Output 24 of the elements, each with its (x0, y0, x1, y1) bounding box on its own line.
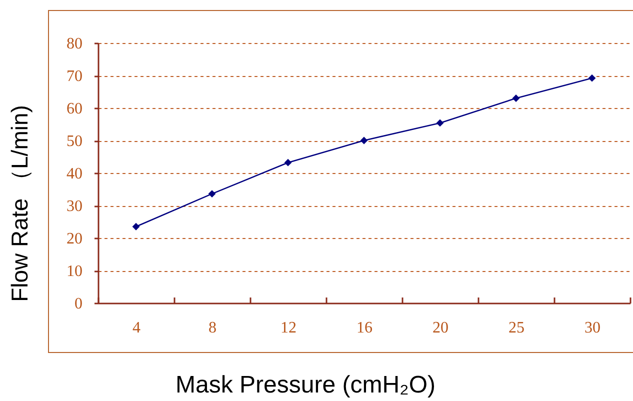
x-tick-label: 25 (508, 320, 524, 336)
x-tick-label: 20 (432, 320, 448, 336)
y-tick-label: 10 (66, 263, 82, 280)
point (436, 119, 444, 127)
y-tick-label: 20 (66, 230, 82, 248)
y-tick-label: 70 (66, 68, 82, 85)
point (360, 136, 368, 144)
x-tick-label: 12 (280, 320, 296, 336)
y-tick-label: 80 (66, 36, 82, 52)
x-tick-label: 4 (132, 320, 140, 336)
y-tick-label: 60 (66, 100, 82, 118)
point (588, 74, 596, 82)
y-tick-label: 0 (74, 296, 82, 312)
y-tick-label: 50 (66, 133, 82, 150)
y-tick-label: 30 (66, 198, 82, 215)
point (132, 222, 140, 230)
y-axis-title: Flow Rate （L/min) (6, 105, 32, 302)
x-tick-label: 30 (584, 320, 600, 336)
point (208, 190, 216, 198)
x-tick-label: 8 (208, 320, 216, 336)
x-axis-title: Mask Pressure (cmH₂O) (175, 372, 436, 398)
y-tick-label: 40 (66, 166, 82, 182)
point (284, 158, 292, 166)
x-tick-label: 16 (356, 320, 372, 336)
